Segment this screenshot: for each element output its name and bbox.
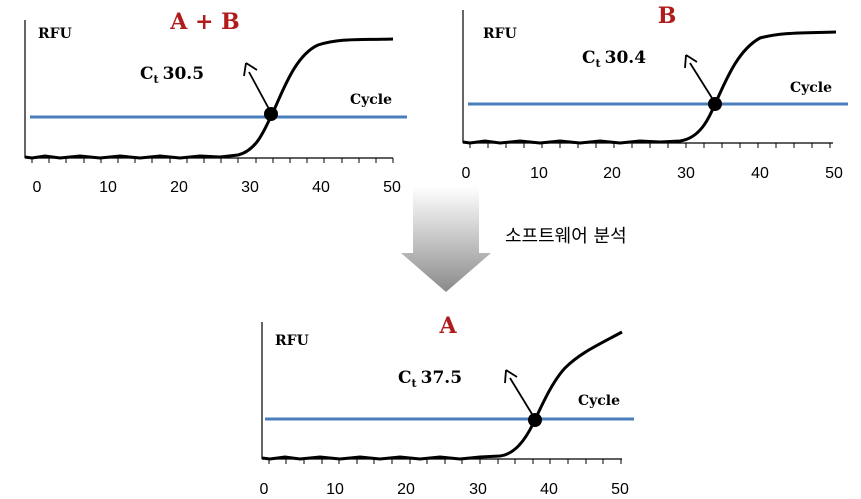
x-axis-label: Cycle [350,92,392,108]
amplification-curve [24,37,394,160]
x-tick-label: 10 [326,481,344,498]
x-tick-marks [31,158,394,163]
ct-point [264,107,278,121]
x-tick-label: 10 [530,165,548,182]
panel-a: A RFU Cycle Ct 37.5 0 10 20 30 40 50 [260,313,634,498]
process-arrow [401,186,491,292]
ct-pointer-arrow [509,377,533,415]
panel-b: B RFU Cycle Ct 30.4 0 10 20 30 40 50 [462,3,848,182]
ct-annotation: Ct 30.5 [140,64,204,86]
panel-title: A [438,313,457,339]
x-tick-label: 40 [312,179,330,196]
ct-pointer-head [243,62,258,77]
x-tick-label: 30 [241,179,259,196]
x-tick-label: 20 [170,179,188,196]
ct-pointer-head [504,369,518,384]
x-tick-label: 20 [603,165,621,182]
x-tick-label: 50 [383,179,401,196]
y-axis-label: RFU [275,333,309,349]
x-tick-label: 0 [260,481,269,498]
panel-title: A + B [169,9,239,35]
x-tick-label: 30 [469,481,487,498]
x-tick-marks [268,459,622,464]
ct-point [708,97,722,111]
amplification-curve [261,330,623,461]
ct-pointer-arrow [248,71,270,110]
x-tick-label: 50 [825,165,843,182]
x-tick-label: 30 [677,165,695,182]
ct-pointer-head [684,54,698,69]
panel-a-plus-b: A + B RFU Cycle Ct 30.5 0 10 20 30 40 50 [24,9,407,196]
panel-title: B [658,3,677,29]
amplification-curve [462,30,837,145]
x-axis-label: Cycle [578,393,620,409]
ct-annotation: Ct 37.5 [398,368,462,390]
analysis-caption: 소프트웨어 분석 [505,226,627,247]
x-tick-label: 40 [540,481,558,498]
ct-pointer-arrow [689,62,713,99]
x-tick-label: 10 [99,179,117,196]
x-tick-label: 0 [462,165,471,182]
x-tick-label: 0 [33,179,42,196]
x-tick-label: 20 [397,481,415,498]
x-axis-label: Cycle [790,80,832,96]
y-axis-label: RFU [38,26,72,42]
ct-annotation: Ct 30.4 [582,48,646,70]
x-tick-marks [469,143,831,148]
y-axis-label: RFU [483,26,517,42]
x-tick-label: 50 [611,481,629,498]
ct-point [528,413,542,427]
x-tick-label: 40 [751,165,769,182]
